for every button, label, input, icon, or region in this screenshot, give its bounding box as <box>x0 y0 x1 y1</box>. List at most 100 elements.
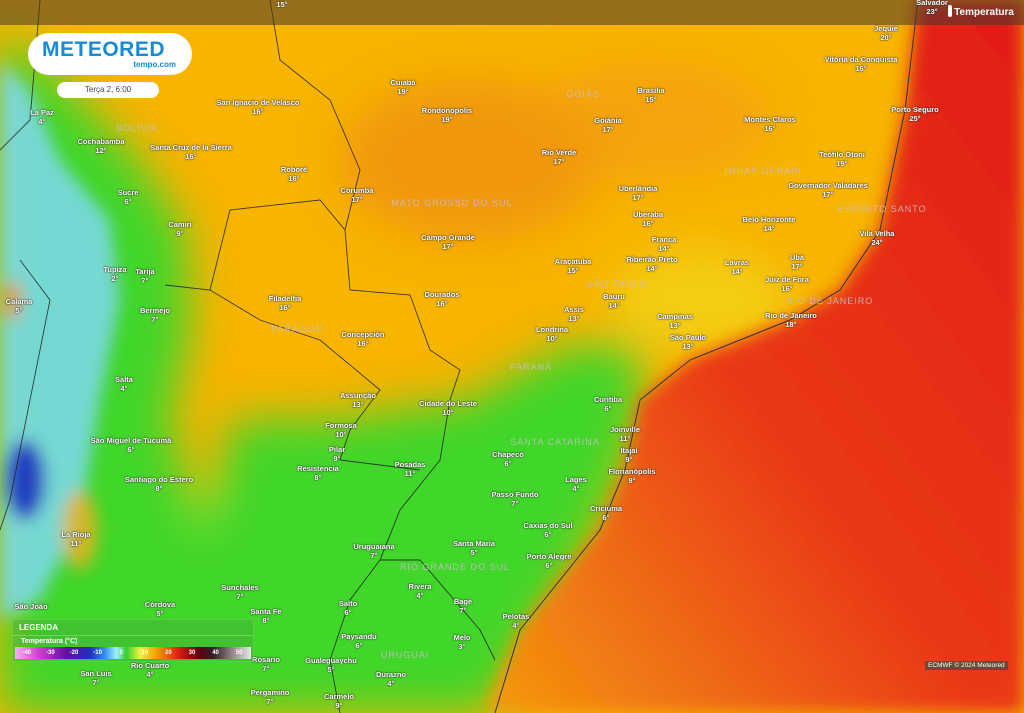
city-marker[interactable]: Cidade do Leste 10° <box>419 399 477 417</box>
city-marker[interactable]: Sunchales 7° <box>221 583 259 601</box>
city-marker[interactable]: Belo Horizonte 14° <box>743 215 796 233</box>
city-marker[interactable]: Criciúma 6° <box>590 504 622 522</box>
layer-title[interactable]: Temperatura <box>954 7 1014 18</box>
city-name: Bagé <box>453 597 473 606</box>
city-marker[interactable]: Dourados 16° <box>424 290 459 308</box>
region-label: PARAGUAI <box>271 324 325 334</box>
city-marker[interactable]: São João <box>14 602 47 611</box>
city-marker[interactable]: Chapecó 6° <box>492 450 524 468</box>
city-marker[interactable]: Uberlândia 17° <box>619 184 658 202</box>
city-marker[interactable]: Posadas 11° <box>395 460 426 478</box>
city-marker[interactable]: Joinville 11° <box>610 425 640 443</box>
city-marker[interactable]: Brasília 15° <box>637 86 664 104</box>
city-marker[interactable]: Ribeirão Preto 14° <box>626 255 677 273</box>
city-marker[interactable]: Lages 4° <box>565 475 587 493</box>
city-marker[interactable]: Calama 5° <box>6 297 33 315</box>
city-marker[interactable]: Ubá 17° <box>790 253 804 271</box>
city-marker[interactable]: Campo Grande 17° <box>421 233 475 251</box>
city-marker[interactable]: Londrina 10° <box>536 325 568 343</box>
city-marker[interactable]: Salto 6° <box>339 599 357 617</box>
forecast-datetime[interactable]: Terça 2, 6:00 <box>57 82 159 98</box>
city-marker[interactable]: Uberaba 16° <box>633 210 663 228</box>
city-marker[interactable]: Florianópolis 9° <box>608 467 655 485</box>
city-temperature: 14° <box>646 264 658 273</box>
city-marker[interactable]: Porto Seguro 25° <box>891 105 939 123</box>
city-marker[interactable]: Pergamino 7° <box>251 688 290 706</box>
city-marker[interactable]: Resistencia 8° <box>297 464 339 482</box>
city-marker[interactable]: San Ignacio de Velasco 16° <box>217 98 300 116</box>
city-marker[interactable]: Rondonópolis 19° <box>422 106 472 124</box>
logo-brand: METEORED <box>42 38 166 61</box>
city-marker[interactable]: Tupiza 2° <box>103 265 126 283</box>
city-marker[interactable]: Juiz de Fora 16° <box>765 275 809 293</box>
city-marker[interactable]: Goiânia 17° <box>594 116 622 134</box>
city-marker[interactable]: Durazno 4° <box>376 670 406 688</box>
city-marker[interactable]: Araçatuba 15° <box>555 257 592 275</box>
city-marker[interactable]: Campinas 13° <box>657 312 693 330</box>
city-marker[interactable]: Porto Alegre 6° <box>527 552 572 570</box>
city-marker[interactable]: Corumbá 17° <box>341 186 374 204</box>
city-name: Santa Fe <box>250 607 282 616</box>
city-marker[interactable]: São Miguel de Tucumã 6° <box>91 436 172 454</box>
city-marker[interactable]: Assis 13° <box>564 305 584 323</box>
city-marker[interactable]: Bauru 14° <box>603 292 625 310</box>
city-marker[interactable]: Cuiabá 19° <box>390 78 415 96</box>
city-temperature: 6° <box>545 561 553 570</box>
city-marker[interactable]: Montes Claros 16° <box>744 115 796 133</box>
city-marker[interactable]: Gualeguaychu 5° <box>305 656 357 674</box>
city-marker[interactable]: Tarija 7° <box>135 267 154 285</box>
city-marker[interactable]: Santiago do Estero 8° <box>125 475 193 493</box>
city-marker[interactable]: Rio Cuarto 4° <box>131 661 169 679</box>
city-marker[interactable]: Passo Fundo 7° <box>491 490 538 508</box>
city-marker[interactable]: Filadelfia 16° <box>269 294 302 312</box>
city-marker[interactable]: Salvador 23° <box>916 0 948 16</box>
city-marker[interactable]: Lavras 14° <box>725 258 749 276</box>
city-marker[interactable]: Governador Valadares 17° <box>788 181 868 199</box>
city-name: São João <box>14 602 48 611</box>
city-marker[interactable]: Bagé 7° <box>454 597 472 615</box>
city-marker[interactable]: Melo 3° <box>453 633 470 651</box>
city-temperature: 23° <box>926 7 938 16</box>
city-marker[interactable]: La Rioja 11° <box>61 530 90 548</box>
city-marker[interactable]: Córdova 5° <box>145 600 175 618</box>
city-marker[interactable]: Concepción 16° <box>342 330 385 348</box>
city-marker[interactable]: Sucre 6° <box>118 188 139 206</box>
city-marker[interactable]: Santa Maria 5° <box>453 539 495 557</box>
city-marker[interactable]: San Luis 7° <box>80 669 111 687</box>
city-marker[interactable]: Assunção 13° <box>340 391 376 409</box>
city-name: Campinas <box>657 312 693 321</box>
city-marker[interactable]: Rivera 4° <box>409 582 432 600</box>
city-marker[interactable]: Itajaí 9° <box>620 446 637 464</box>
city-marker[interactable]: São Paulo 13° <box>670 333 706 351</box>
city-temperature: 25° <box>909 114 921 123</box>
city-marker[interactable]: Paysandú 6° <box>341 632 376 650</box>
city-marker[interactable]: Rio de Janeiro 18° <box>765 311 817 329</box>
city-marker[interactable]: Salta 4° <box>115 375 133 393</box>
city-marker[interactable]: Santa Fe 8° <box>250 607 281 625</box>
city-marker[interactable]: Rio Verde 17° <box>542 148 577 166</box>
city-marker[interactable]: Rosario 7° <box>252 655 280 673</box>
city-temperature: 9° <box>335 701 343 710</box>
city-marker[interactable]: Vitória da Conquista 16° <box>825 55 898 73</box>
city-marker[interactable]: Camiri 9° <box>168 220 191 238</box>
city-marker[interactable]: Formosa 10° <box>325 421 357 439</box>
city-marker[interactable]: Santa Cruz de la Sierra 16° <box>150 143 232 161</box>
city-marker[interactable]: Jequié 20° <box>874 24 898 42</box>
city-marker[interactable]: Cochabamba 12° <box>77 137 124 155</box>
city-marker[interactable]: La Paz 4° <box>30 108 54 126</box>
city-marker[interactable]: Teófilo Otoni 19° <box>819 150 865 168</box>
city-marker[interactable]: Caxias do Sul 6° <box>523 521 572 539</box>
city-marker[interactable]: Vila Velha 24° <box>860 229 895 247</box>
city-marker[interactable]: Curitiba 6° <box>594 395 622 413</box>
city-marker[interactable]: Carmelo 9° <box>324 692 354 710</box>
city-marker[interactable]: Franca 14° <box>652 235 677 253</box>
city-marker[interactable]: Uruguaiana 7° <box>353 542 394 560</box>
city-marker[interactable]: Pilar 9° <box>329 445 345 463</box>
meteored-logo[interactable]: METEORED tempo.com <box>28 33 192 75</box>
city-temperature: 13° <box>682 342 694 351</box>
legend-panel[interactable]: LEGENDA Temperatura (°C) -40 -30 -20 -10… <box>12 619 254 662</box>
city-marker[interactable]: Roboré 16° <box>281 165 307 183</box>
city-marker[interactable]: Pelotas 4° <box>503 612 530 630</box>
city-marker[interactable]: Bermejo 7° <box>140 306 170 324</box>
